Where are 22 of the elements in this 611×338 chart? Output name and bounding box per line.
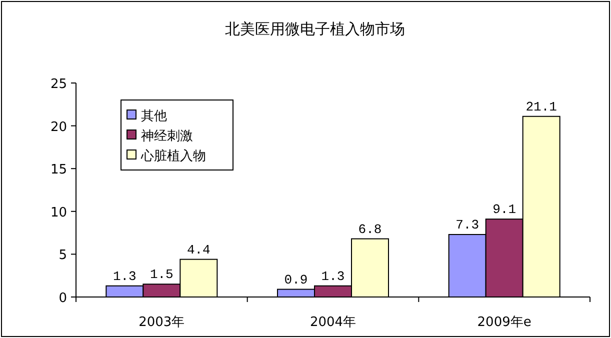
data-label: 1.5 xyxy=(150,267,174,282)
data-label: 4.4 xyxy=(186,242,211,258)
y-tick-label: 20 xyxy=(50,120,67,135)
y-tick-label: 10 xyxy=(50,205,67,220)
data-label: 7.3 xyxy=(456,218,480,233)
data-label: 9.1 xyxy=(492,202,516,218)
legend-label: 其他 xyxy=(141,109,167,124)
data-label: 6.8 xyxy=(358,222,382,237)
data-label: 1.3 xyxy=(112,268,136,284)
y-tick-label: 0 xyxy=(58,291,67,306)
y-tick-label: 5 xyxy=(58,248,67,264)
x-tick-label: 2004年 xyxy=(310,315,356,330)
x-tick-label: 2003年 xyxy=(138,315,185,330)
data-label: 21.1 xyxy=(526,99,558,114)
legend-label: 神经刺激 xyxy=(141,129,193,144)
data-label: 1.3 xyxy=(321,268,345,284)
y-tick-label: 25 xyxy=(50,77,67,92)
x-tick-label: 2009年e xyxy=(477,315,532,330)
y-tick-label: 15 xyxy=(50,162,67,178)
chart-title: 北美医用微电子植入物市场 xyxy=(225,20,405,38)
data-label: 0.9 xyxy=(284,272,308,288)
legend-label: 心脏植入物 xyxy=(140,148,206,164)
